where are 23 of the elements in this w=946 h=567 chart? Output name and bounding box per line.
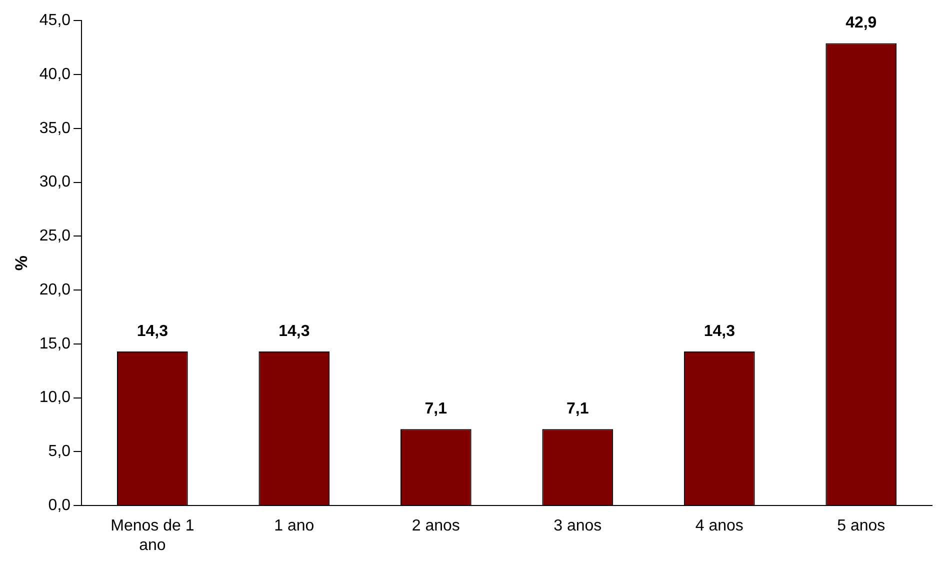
y-tick-label: 30,0 bbox=[39, 174, 71, 191]
y-tick-label: 10,0 bbox=[39, 389, 71, 406]
data-label: 14,3 bbox=[278, 322, 310, 340]
data-label: 7,1 bbox=[424, 400, 448, 418]
x-tick-label: 5 anos bbox=[837, 518, 886, 535]
x-tick-label: 2 anos bbox=[412, 518, 460, 535]
y-axis-title: % bbox=[12, 256, 31, 271]
y-tick-label: 5,0 bbox=[48, 443, 71, 460]
y-tick-label: 15,0 bbox=[39, 335, 71, 352]
data-label: 42,9 bbox=[846, 14, 877, 32]
y-tick-label: 25,0 bbox=[39, 228, 71, 245]
y-tick-label: 40,0 bbox=[39, 66, 71, 83]
data-label: 7,1 bbox=[566, 400, 589, 418]
y-tick-label: 20,0 bbox=[39, 281, 71, 298]
x-tick-label: 4 anos bbox=[695, 518, 744, 535]
data-label: 14,3 bbox=[704, 322, 736, 340]
x-tick-label: 1 ano bbox=[274, 518, 314, 535]
y-tick-label: 45,0 bbox=[39, 12, 71, 30]
x-tick-label: 3 anos bbox=[554, 518, 602, 535]
y-tick-label: 35,0 bbox=[39, 120, 71, 137]
y-tick-label: 0,0 bbox=[48, 497, 71, 514]
x-tick-label: Menos de 1 ano bbox=[110, 518, 194, 554]
data-label: 14,3 bbox=[136, 322, 168, 340]
